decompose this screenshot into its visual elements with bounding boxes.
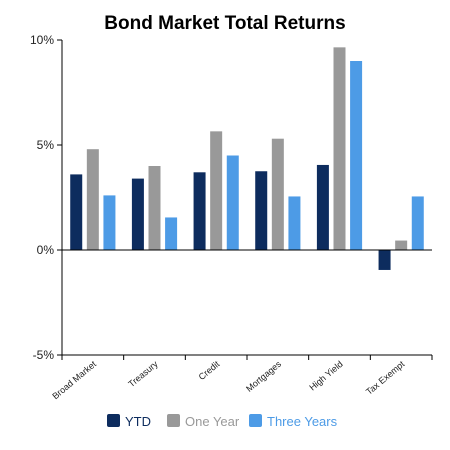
chart-title: Bond Market Total Returns (104, 13, 345, 34)
x-tick-label: High Yield (307, 359, 344, 393)
y-tick-label: -5% (33, 348, 55, 362)
bar-three-years-broad-market (103, 195, 116, 250)
bar-ytd-broad-market (70, 174, 83, 250)
y-tick-label: 10% (30, 33, 54, 47)
y-tick-label: 5% (37, 138, 55, 152)
bar-one-year-credit (210, 131, 223, 250)
bar-three-years-tax-exempt (411, 196, 424, 250)
legend-swatch-ytd (107, 414, 120, 427)
bar-ytd-credit (193, 172, 206, 250)
bar-three-years-mortgages (288, 196, 301, 250)
bar-three-years-high-yield (350, 61, 363, 250)
legend-label-ytd: YTD (125, 414, 151, 429)
legend-label-one-year: One Year (185, 414, 240, 429)
bar-one-year-mortgages (271, 138, 284, 250)
bar-three-years-treasury (165, 217, 178, 250)
bar-one-year-tax-exempt (395, 240, 408, 250)
bars-group (70, 47, 424, 270)
bar-ytd-high-yield (316, 164, 329, 250)
x-tick-label: Broad Market (50, 359, 98, 402)
x-tick-label: Credit (197, 359, 222, 382)
x-tick-label: Mortgages (244, 359, 283, 394)
bar-one-year-broad-market (86, 149, 99, 250)
x-tick-label: Treasury (126, 359, 160, 390)
legend-label-three-years: Three Years (267, 414, 338, 429)
bar-one-year-treasury (148, 166, 161, 250)
bar-ytd-tax-exempt (378, 250, 391, 270)
legend: YTD One Year Three Years (107, 414, 338, 429)
bar-ytd-treasury (131, 178, 144, 250)
x-tick-label: Tax Exempt (364, 359, 407, 397)
y-tick-label: 0% (37, 243, 55, 257)
bar-ytd-mortgages (255, 171, 268, 250)
legend-swatch-one-year (167, 414, 180, 427)
bar-one-year-high-yield (333, 47, 346, 250)
legend-swatch-three-years (249, 414, 262, 427)
bar-three-years-credit (226, 155, 239, 250)
